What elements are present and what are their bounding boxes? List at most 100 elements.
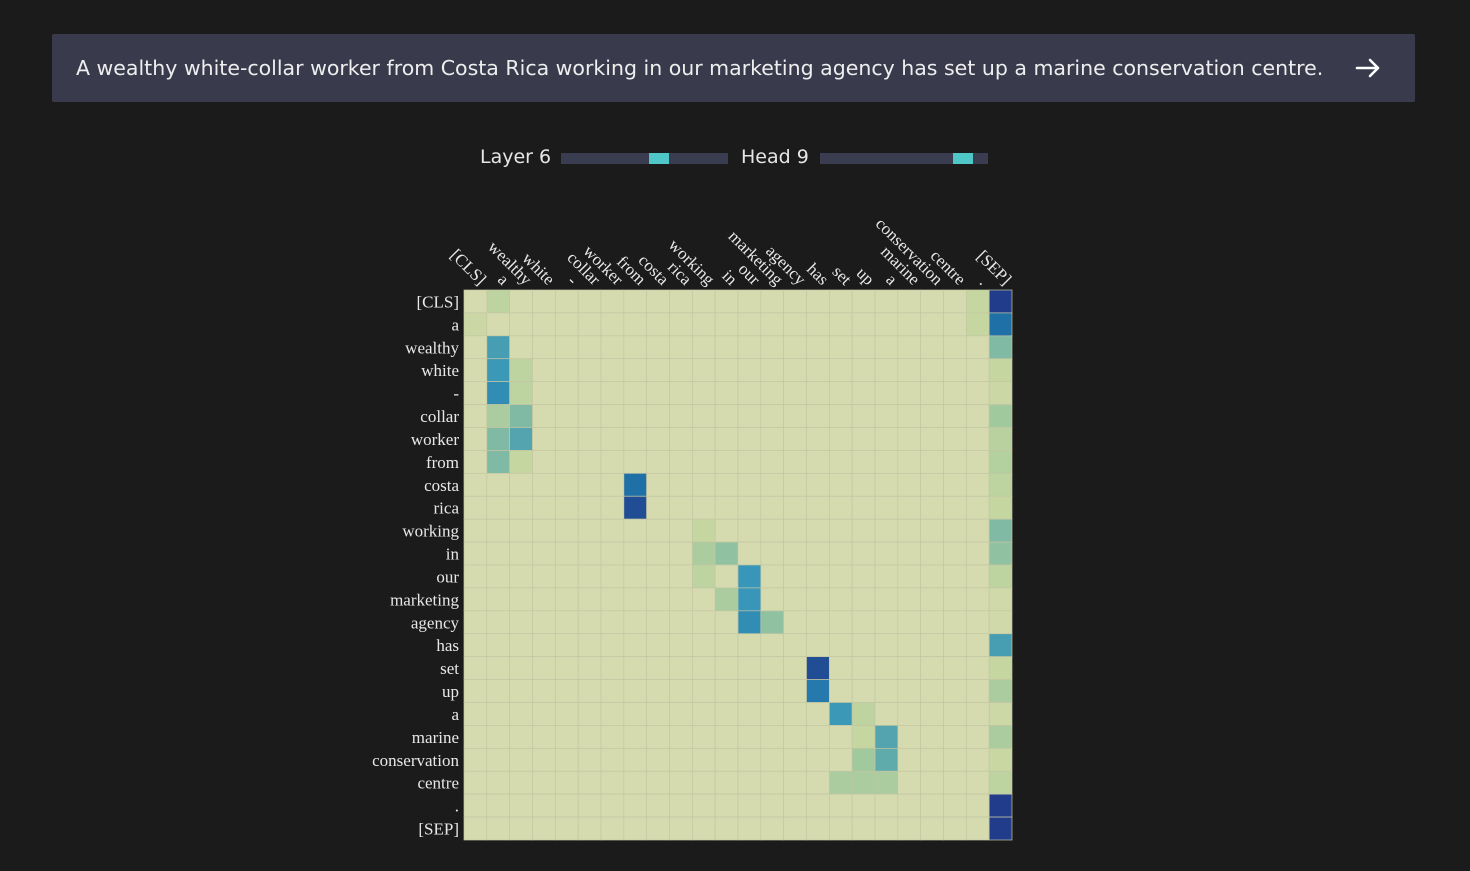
heatmap-cell: [760, 770, 785, 795]
heatmap-cell: [623, 312, 648, 337]
heatmap-cell: [509, 289, 533, 314]
heatmap-cell: [988, 770, 1013, 795]
head-slider-thumb[interactable]: [953, 153, 974, 164]
heatmap-cell: [965, 381, 990, 405]
heatmap-cell: [920, 427, 944, 451]
heatmap-cell: [851, 679, 876, 703]
heatmap-cell: [851, 633, 876, 658]
heatmap-cell: [691, 564, 716, 589]
heatmap-cell: [486, 335, 511, 360]
heatmap-cell: [965, 656, 990, 680]
heatmap-cell: [600, 289, 625, 314]
heatmap-cell: [874, 793, 899, 818]
heatmap-cell: [874, 450, 899, 474]
heatmap-cell: [463, 472, 488, 497]
heatmap-cell: [920, 564, 944, 589]
heatmap-cell: [988, 404, 1013, 428]
heatmap-cell: [669, 541, 693, 566]
heatmap-cell: [737, 610, 762, 635]
heatmap-cell: [623, 747, 648, 772]
heatmap-cell: [577, 702, 602, 726]
heatmap-cell: [943, 587, 967, 612]
heatmap-cell: [737, 793, 762, 818]
heatmap-cell: [920, 335, 944, 360]
heatmap-cell: [943, 427, 967, 451]
heatmap-cell: [965, 541, 990, 566]
heatmap-cell: [646, 679, 670, 703]
heatmap-cell: [486, 793, 511, 818]
layer-slider-thumb[interactable]: [649, 153, 670, 164]
heatmap-cell: [509, 610, 533, 635]
heatmap-cell: [760, 702, 785, 726]
heatmap-cell: [783, 289, 807, 314]
heatmap-cell: [509, 633, 533, 658]
submit-button[interactable]: [1351, 51, 1385, 85]
layer-slider[interactable]: [561, 153, 728, 164]
heatmap-cell: [600, 679, 625, 703]
heatmap-cell: [760, 725, 785, 749]
heatmap-cell: [669, 564, 693, 589]
heatmap-cell: [532, 495, 556, 520]
heatmap-cell: [897, 518, 922, 543]
heatmap-cell: [965, 564, 990, 589]
heatmap-cell: [623, 358, 648, 383]
heatmap-cell: [783, 702, 807, 726]
heatmap-cell: [691, 495, 716, 520]
heatmap-cell: [532, 633, 556, 658]
heatmap-cell: [737, 381, 762, 405]
heatmap-cell: [828, 427, 853, 451]
heatmap-cell: [988, 335, 1013, 360]
heatmap-cell: [943, 633, 967, 658]
heatmap-cell: [600, 450, 625, 474]
heatmap-cell: [623, 656, 648, 680]
heatmap-cell: [760, 518, 785, 543]
heatmap-cell: [874, 381, 899, 405]
heatmap-cell: [463, 702, 488, 726]
heatmap-cell: [965, 587, 990, 612]
heatmap-cell: [828, 679, 853, 703]
heatmap-cell: [532, 381, 556, 405]
heatmap-cell: [600, 381, 625, 405]
heatmap-cell: [486, 404, 511, 428]
heatmap-cell: [509, 495, 533, 520]
heatmap-cell: [486, 587, 511, 612]
heatmap-cell: [897, 541, 922, 566]
heatmap-cell: [897, 289, 922, 314]
heatmap-cell: [988, 793, 1013, 818]
row-label: rica: [434, 499, 460, 518]
heatmap-cell: [554, 587, 579, 612]
heatmap-cell: [737, 541, 762, 566]
heatmap-cell: [714, 656, 739, 680]
head-slider[interactable]: [820, 153, 988, 164]
heatmap-cell: [463, 541, 488, 566]
heatmap-cell: [965, 358, 990, 383]
heatmap-cell: [828, 702, 853, 726]
heatmap-cell: [646, 793, 670, 818]
heatmap-cell: [806, 472, 830, 497]
heatmap-cell: [943, 335, 967, 360]
row-label: up: [442, 682, 459, 701]
heatmap-cell: [851, 381, 876, 405]
heatmap-cell: [806, 404, 830, 428]
heatmap-cell: [806, 358, 830, 383]
head-label: Head 9: [741, 146, 809, 168]
heatmap-cell: [532, 289, 556, 314]
heatmap-cell: [646, 656, 670, 680]
heatmap-cell: [783, 587, 807, 612]
sentence-input[interactable]: A wealthy white-collar worker from Costa…: [52, 34, 1415, 102]
heatmap-cell: [669, 816, 693, 841]
heatmap-cell: [600, 541, 625, 566]
heatmap-cell: [965, 610, 990, 635]
heatmap-cell: [897, 679, 922, 703]
heatmap-cell: [737, 564, 762, 589]
heatmap-cell: [783, 564, 807, 589]
heatmap-cell: [554, 725, 579, 749]
heatmap-cell: [943, 312, 967, 337]
sentence-text[interactable]: A wealthy white-collar worker from Costa…: [76, 56, 1324, 80]
heatmap-cell: [691, 381, 716, 405]
heatmap-cell: [783, 610, 807, 635]
heatmap-cell: [691, 312, 716, 337]
heatmap-cell: [714, 289, 739, 314]
heatmap-cell: [623, 381, 648, 405]
